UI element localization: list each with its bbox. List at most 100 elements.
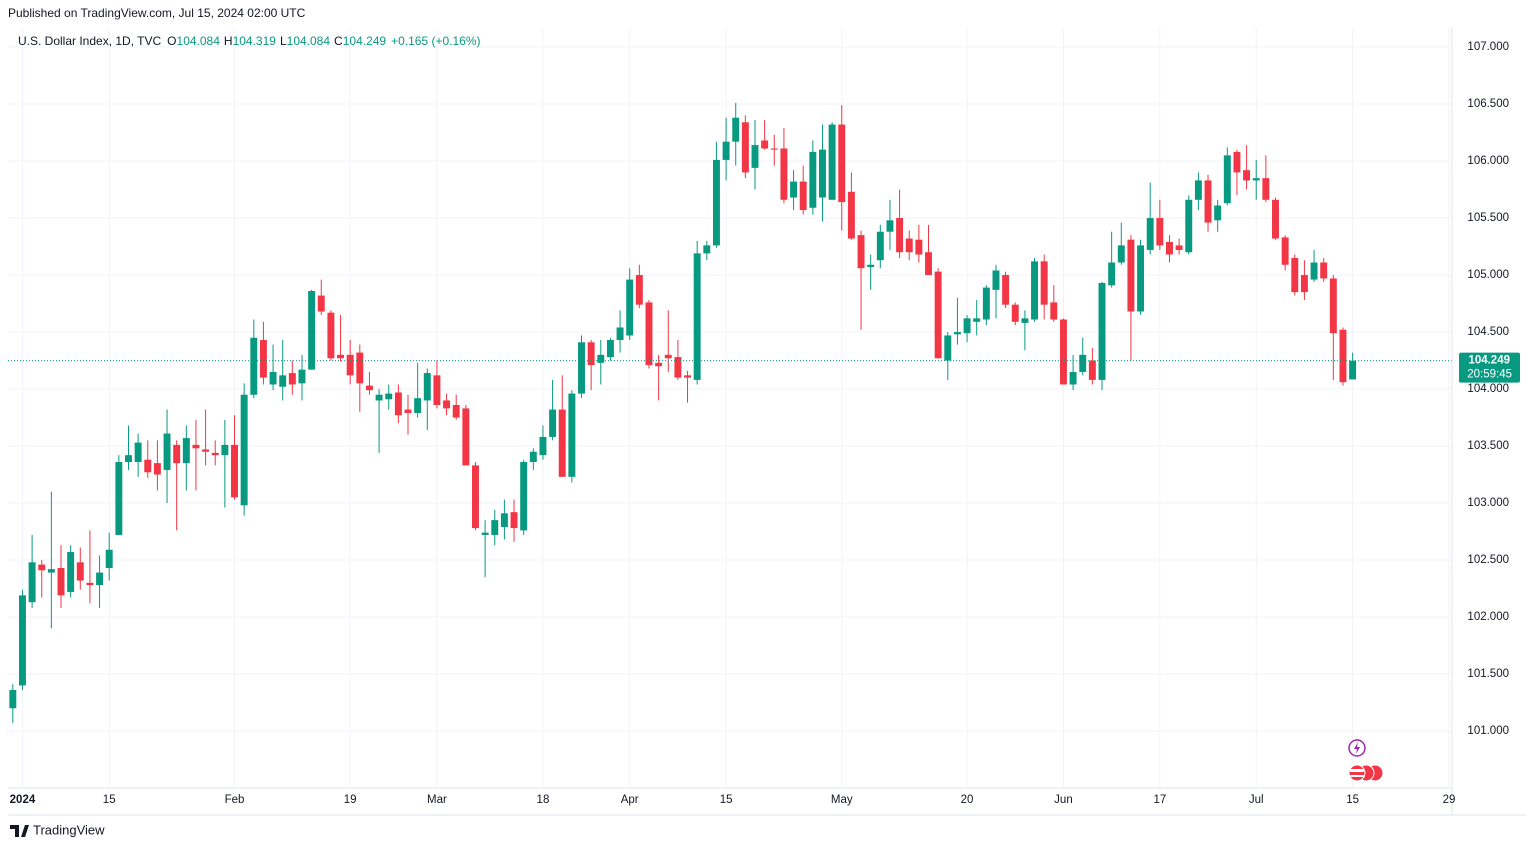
candle-body — [1262, 178, 1270, 200]
candle-body — [828, 124, 836, 200]
candle-body — [1300, 275, 1308, 293]
candle-body — [1040, 261, 1048, 305]
footer-logo: TradingView — [10, 822, 105, 837]
x-tick-label: 15 — [103, 794, 116, 806]
candle-body — [1339, 329, 1347, 383]
candle-body — [57, 568, 65, 596]
countdown-label: 20:59:45 — [1467, 369, 1512, 381]
candle-body — [1069, 371, 1077, 385]
x-tick-label: Jul — [1249, 794, 1264, 806]
y-tick-label: 106.000 — [1467, 155, 1509, 167]
candle-body — [674, 357, 682, 378]
candle-body — [934, 271, 942, 359]
candle-body — [414, 398, 422, 413]
candle-body — [337, 354, 345, 359]
candle-body — [799, 181, 807, 211]
candle-body — [182, 438, 190, 464]
candle-body — [915, 239, 923, 255]
candle-body — [443, 400, 451, 409]
candle-body — [211, 452, 219, 456]
candle-body — [510, 512, 518, 529]
candle-body — [115, 461, 123, 535]
candle-body — [703, 245, 711, 254]
published-note: Published on TradingView.com, Jul 15, 20… — [8, 6, 306, 20]
candle-body — [664, 354, 672, 359]
candle-body — [18, 595, 26, 686]
ohlc-label: C — [334, 34, 343, 48]
candle-body — [308, 290, 316, 370]
candle-body — [982, 287, 990, 320]
candle-body — [433, 375, 441, 405]
candle-body — [992, 270, 1000, 290]
footer-brand: TradingView — [33, 822, 105, 837]
candle-body — [732, 117, 740, 142]
candle-body — [356, 352, 364, 384]
candle-body — [202, 449, 210, 452]
candle-body — [259, 340, 267, 378]
ohlc-label: L — [280, 34, 287, 48]
candle-body — [1079, 354, 1087, 372]
x-tick-label: 29 — [1443, 794, 1456, 806]
candle-body — [462, 408, 470, 466]
candle-body — [1204, 180, 1212, 223]
x-tick-label: 15 — [1346, 794, 1359, 806]
candle-body — [1108, 262, 1116, 286]
x-tick-label: 17 — [1153, 794, 1166, 806]
candle-body — [240, 394, 248, 506]
candle-body — [1223, 155, 1231, 204]
flag-icon[interactable] — [1348, 764, 1366, 782]
candle-body — [606, 340, 614, 358]
candle-body — [790, 181, 798, 198]
ohlc-label: H — [224, 34, 233, 48]
y-tick-label: 102.000 — [1467, 611, 1509, 623]
event-icons — [1348, 739, 1384, 782]
ohlc-value: 104.319 — [233, 34, 277, 48]
candle-body — [626, 279, 634, 336]
candle-body — [125, 455, 132, 462]
lightning — [1354, 742, 1360, 754]
candle-body — [1088, 360, 1096, 380]
x-tick-label: 20 — [961, 794, 974, 806]
candle-body — [9, 689, 17, 709]
candle-body — [1002, 275, 1010, 305]
candle-body — [944, 335, 952, 361]
y-tick-label: 106.500 — [1467, 98, 1509, 110]
candle-body — [896, 218, 904, 253]
candle-body — [1185, 199, 1193, 253]
candle-body — [712, 159, 720, 246]
logo-mark — [10, 825, 29, 837]
candle-body — [1310, 262, 1318, 280]
candle-body — [67, 552, 75, 592]
candle-body — [1166, 241, 1173, 255]
candle-body — [761, 140, 769, 149]
candle-body — [38, 564, 46, 571]
candle-body — [86, 582, 94, 586]
candle-body — [192, 444, 200, 449]
candle-body — [288, 373, 296, 385]
candle-body — [76, 562, 84, 581]
y-tick-label: 104.500 — [1467, 326, 1509, 338]
candle-body — [1291, 257, 1299, 293]
candle-body — [1050, 302, 1058, 320]
candle-body — [28, 562, 36, 603]
y-tick-label: 101.000 — [1467, 725, 1509, 737]
candle-body — [163, 433, 171, 470]
candle-body — [221, 444, 229, 456]
flag-stripe — [1350, 775, 1364, 777]
candle-body — [780, 148, 788, 200]
candle-body — [741, 122, 749, 173]
candle-body — [1031, 261, 1039, 320]
candle-body — [770, 148, 778, 150]
candle-body — [1320, 262, 1328, 279]
y-tick-label: 107.000 — [1467, 41, 1509, 53]
legend: U.S. Dollar Index, 1D, TVC O104.084 H104.3… — [18, 34, 481, 48]
ohlc-values: O104.084 H104.319 L104.084 C104.249 +0.165 (… — [167, 34, 480, 48]
candle-body — [857, 235, 865, 269]
candle-body — [452, 404, 460, 418]
candle-body — [597, 354, 605, 363]
candle-body — [1243, 170, 1251, 181]
y-tick-label: 105.500 — [1467, 212, 1509, 224]
y-tick-label: 105.000 — [1467, 269, 1509, 281]
